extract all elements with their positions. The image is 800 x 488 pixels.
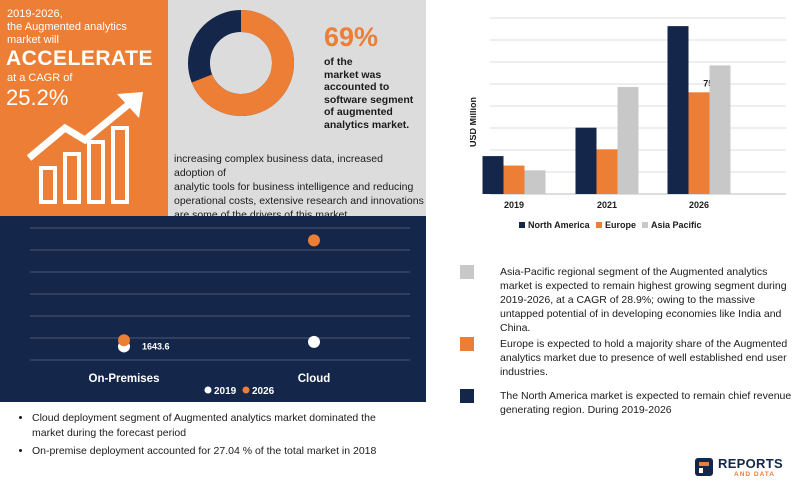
dot-2026-on-premises <box>118 334 130 347</box>
bar-europe-2026 <box>688 92 710 194</box>
deployment-panel: 1643.6 On-Premises Cloud 2019 2026 <box>0 216 426 402</box>
data-label-on-premises-2019: 1643.6 <box>142 341 170 351</box>
share-percent: 69% <box>324 22 379 52</box>
dot-2019-cloud <box>308 335 320 348</box>
note-asia-pacific: Asia-Pacific regional segment of the Aug… <box>500 266 787 334</box>
legend-swatch-north-america <box>519 222 525 228</box>
donut-share-arc <box>191 10 294 116</box>
deployment-bullet: Cloud deployment segment of Augmented an… <box>32 411 390 441</box>
share-caption-line: of augmented <box>324 106 393 118</box>
share-caption-line: accounted to <box>324 81 390 93</box>
note-swatch-europe <box>460 337 474 351</box>
tick-label-2019: 2019 <box>504 200 524 210</box>
bar-asia-pacific-2019 <box>524 170 546 194</box>
legend-swatch-europe <box>596 222 602 228</box>
share-caption: of the market was accounted to software … <box>324 56 413 131</box>
legend-label-europe: Europe <box>605 220 636 230</box>
tick-label-2021: 2021 <box>597 200 617 210</box>
share-caption-line: market was <box>324 68 382 81</box>
drivers-line: increasing complex business data, increa… <box>174 153 383 179</box>
note-north-america: The North America market is expected to … <box>500 390 792 416</box>
logo-text: REPORTS <box>718 456 783 471</box>
bar-asia-pacific-2021 <box>617 87 639 194</box>
bar-north-america-2019 <box>482 156 504 194</box>
drivers-text: increasing complex business data, increa… <box>174 152 426 222</box>
regional-bar-chart: 201920217509.52026 USD Million North Ame… <box>470 17 786 230</box>
legend-swatch-asia-pacific <box>642 222 648 228</box>
tick-label-2026: 2026 <box>689 200 709 210</box>
share-caption-line: of the <box>324 56 353 68</box>
legend-swatch-2019 <box>204 386 212 394</box>
bar-europe-2019 <box>503 165 525 194</box>
legend-label-asia-pacific: Asia Pacific <box>651 220 702 230</box>
hero-line4: at a CAGR of <box>7 72 73 84</box>
deployment-bullets: Cloud deployment segment of Augmented an… <box>20 411 390 459</box>
hero-line3: market will <box>7 34 59 46</box>
deployment-chart: 1643.6 On-Premises Cloud 2019 2026 <box>30 227 410 397</box>
deployment-bullet: On-premise deployment accounted for 27.0… <box>32 444 390 459</box>
share-panel: 69% of the market was accounted to softw… <box>168 0 426 221</box>
note-swatch-asia-pacific <box>460 265 474 279</box>
bar-north-america-2026 <box>667 26 689 194</box>
growth-chart-icon <box>26 92 143 204</box>
logo-subtext: AND DATA <box>734 471 775 478</box>
deployment-marks: 1643.6 <box>118 234 320 353</box>
share-caption-line: analytics market. <box>324 118 410 131</box>
bar-north-america-2021 <box>575 127 597 194</box>
hero-headline: ACCELERATE <box>6 47 153 70</box>
hero-cagr: 25.2% <box>6 85 69 110</box>
category-label-cloud: Cloud <box>298 373 331 385</box>
deployment-grid <box>30 227 410 361</box>
drivers-line: analytic tools for business intelligence… <box>174 181 414 193</box>
note-europe: Europe is expected to hold a majority sh… <box>500 338 788 378</box>
hero-line1: 2019-2026, <box>7 8 63 20</box>
bar-asia-pacific-2026 <box>709 65 731 194</box>
note-swatch-north-america <box>460 389 474 403</box>
legend-swatch-2026 <box>242 386 250 394</box>
region-legend: North America Europe Asia Pacific <box>519 220 702 230</box>
bar-europe-2021 <box>596 149 618 194</box>
regional-notes: Asia-Pacific regional segment of the Aug… <box>460 255 800 416</box>
dot-2026-cloud <box>308 234 320 247</box>
y-axis-label: USD Million <box>470 97 478 147</box>
legend-label-2026: 2026 <box>252 386 275 397</box>
share-caption-line: software segment <box>324 93 414 106</box>
region-bars: 201920217509.52026 <box>482 26 731 210</box>
hero-panel: 2019-2026, the Augmented analytics marke… <box>0 0 168 216</box>
category-label-on-premises: On-Premises <box>89 373 160 385</box>
hero-line2: the Augmented analytics <box>7 21 127 33</box>
share-donut <box>188 10 294 116</box>
logo-mark-icon <box>695 458 713 476</box>
legend-label-north-america: North America <box>528 220 591 230</box>
brand-logo: REPORTS AND DATA <box>694 455 798 485</box>
legend-label-2019: 2019 <box>214 386 237 397</box>
drivers-line: operational costs, extensive research an… <box>174 195 424 207</box>
